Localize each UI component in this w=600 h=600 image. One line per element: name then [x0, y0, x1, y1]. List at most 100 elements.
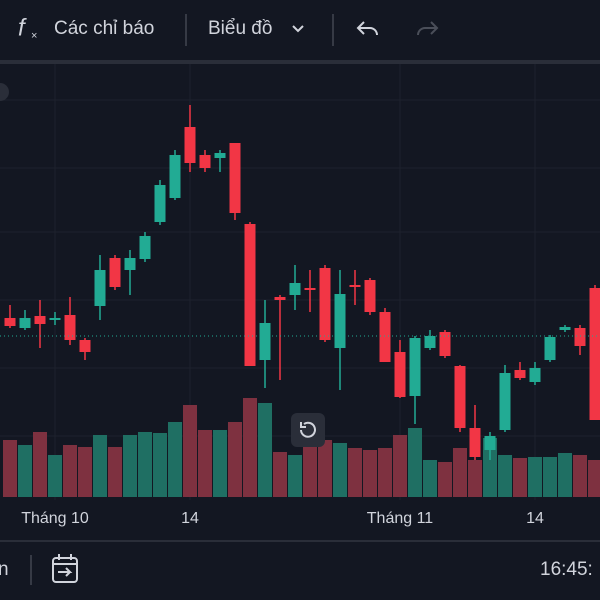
- candle-layer: [0, 105, 600, 460]
- volume-bar: [438, 462, 452, 497]
- candle-body: [214, 153, 226, 158]
- footer-label: n: [0, 559, 9, 580]
- goto-date-button[interactable]: [52, 557, 78, 583]
- candle-body: [364, 280, 376, 312]
- candle-body: [124, 258, 136, 270]
- candle-body: [409, 338, 421, 396]
- volume-bar: [408, 428, 422, 497]
- volume-bar: [423, 460, 437, 497]
- volume-bar: [468, 460, 482, 497]
- candle-body: [349, 285, 361, 287]
- candle-body: [469, 428, 481, 457]
- candle-body: [4, 318, 16, 326]
- goto-date-icon: [53, 554, 77, 577]
- x-tick-label: Tháng 10: [21, 510, 89, 527]
- candle-body: [169, 155, 181, 198]
- candle-body: [139, 236, 151, 259]
- scroll-handle[interactable]: [0, 83, 9, 101]
- candle-body: [379, 312, 391, 362]
- volume-bar: [213, 430, 227, 497]
- volume-bar: [153, 433, 167, 497]
- candle-body: [244, 224, 256, 366]
- volume-bar: [318, 440, 332, 497]
- indicators-button[interactable]: Các chỉ báo: [54, 18, 154, 39]
- x-axis: Tháng 10 14 Tháng 11 14: [21, 510, 544, 527]
- volume-bar: [543, 457, 557, 497]
- volume-bar: [33, 432, 47, 497]
- volume-bar: [393, 435, 407, 497]
- candle-body: [589, 288, 600, 420]
- dropdown-icon: [292, 25, 304, 33]
- candle-body: [454, 366, 466, 428]
- candle-body: [289, 283, 301, 295]
- toolbar-border: [0, 60, 600, 64]
- candle-body: [304, 288, 316, 290]
- volume-bar: [288, 455, 302, 497]
- volume-bar: [378, 448, 392, 497]
- candle-body: [424, 336, 436, 348]
- fx-icon[interactable]: f: [18, 14, 27, 41]
- volume-bar: [48, 455, 62, 497]
- x-tick-label: Tháng 11: [367, 510, 434, 527]
- candle-body: [64, 315, 76, 340]
- volume-bar: [183, 405, 197, 497]
- reset-icon: [300, 421, 316, 438]
- volume-bar: [243, 398, 257, 497]
- candle-body: [514, 370, 526, 378]
- volume-bar: [453, 448, 467, 497]
- candle-body: [484, 436, 496, 450]
- x-tick-label: 14: [181, 510, 199, 527]
- volume-bar: [198, 430, 212, 497]
- clock: 16:45:: [540, 559, 593, 580]
- volume-bar: [483, 438, 497, 497]
- redo-button[interactable]: [417, 21, 439, 36]
- candle-body: [574, 328, 586, 346]
- candle-body: [439, 332, 451, 356]
- volume-bar: [333, 443, 347, 497]
- candle-body: [499, 373, 511, 430]
- candle-body: [334, 294, 346, 348]
- volume-bar: [348, 448, 362, 497]
- volume-bar: [3, 440, 17, 497]
- volume-bar: [528, 457, 542, 497]
- volume-bar: [168, 422, 182, 497]
- candle-body: [34, 316, 46, 324]
- volume-bar: [108, 447, 122, 497]
- volume-bar: [498, 455, 512, 497]
- candle-body: [109, 258, 121, 287]
- candle-body: [19, 318, 31, 328]
- volume-bar: [18, 445, 32, 497]
- volume-bar: [363, 450, 377, 497]
- x-tick-label: 14: [526, 510, 544, 527]
- volume-bar: [273, 452, 287, 497]
- candle-body: [199, 155, 211, 168]
- candle-body: [259, 323, 271, 360]
- volume-layer: [3, 398, 600, 497]
- candle-body: [319, 268, 331, 340]
- candle-body: [49, 318, 61, 320]
- volume-bar: [78, 447, 92, 497]
- volume-bar: [63, 445, 77, 497]
- volume-bar: [588, 460, 600, 497]
- candle-body: [394, 352, 406, 397]
- undo-button[interactable]: [356, 21, 378, 36]
- volume-bar: [258, 403, 272, 497]
- volume-bar: [303, 445, 317, 497]
- volume-bar: [573, 455, 587, 497]
- candle-body: [229, 143, 241, 213]
- fx-icon-x: ×: [31, 30, 37, 42]
- candle-body: [79, 340, 91, 352]
- candle-body: [184, 127, 196, 163]
- candle-body: [274, 297, 286, 300]
- volume-bar: [138, 432, 152, 497]
- reset-button[interactable]: [291, 413, 325, 447]
- volume-bar: [513, 458, 527, 497]
- volume-bar: [123, 435, 137, 497]
- volume-bar: [558, 453, 572, 497]
- candle-body: [529, 368, 541, 382]
- candle-body: [154, 185, 166, 222]
- chart-type-button[interactable]: Biểu đồ: [208, 18, 272, 39]
- candle-body: [94, 270, 106, 306]
